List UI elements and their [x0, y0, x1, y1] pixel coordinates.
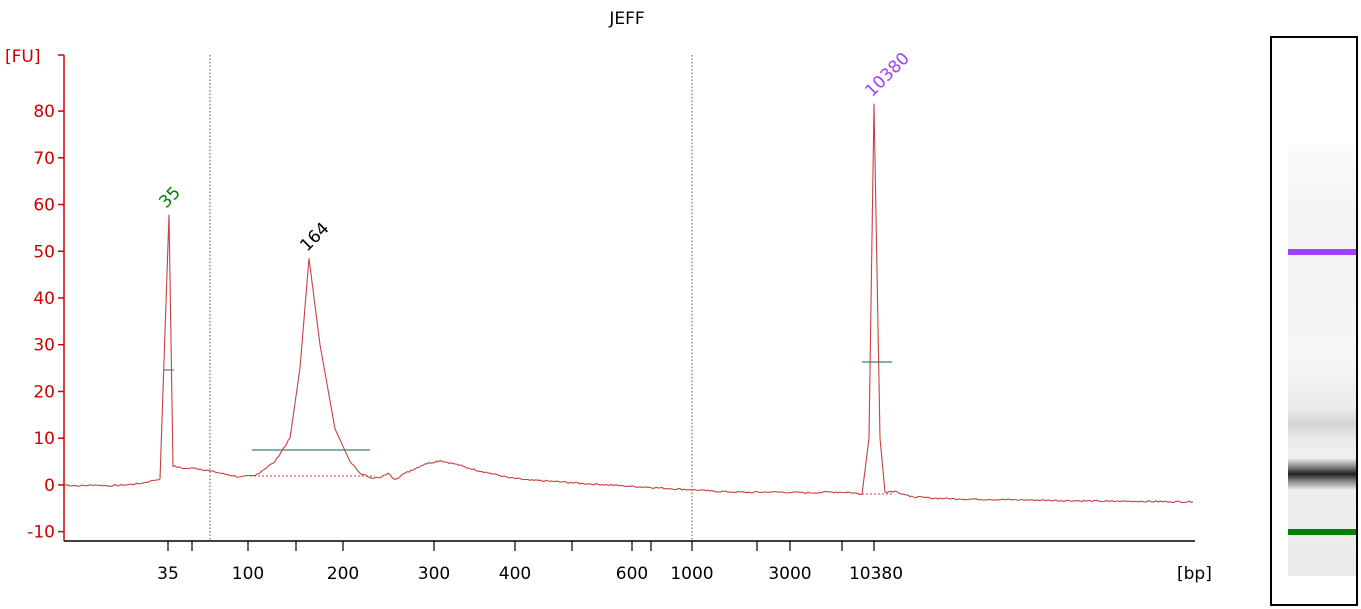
x-tick-label: 100: [232, 564, 264, 584]
y-tick-label: 20: [33, 382, 55, 402]
y-tick-label: 0: [44, 476, 55, 496]
gel-band-35: [1288, 529, 1356, 535]
peak-markers: [164, 361, 893, 495]
y-tick-label: 60: [33, 196, 55, 216]
y-tick-label: 10: [33, 429, 55, 449]
y-tick-label: 50: [33, 242, 55, 262]
chart-title: JEFF: [608, 9, 644, 29]
peak-label-35: 35: [155, 183, 184, 212]
gel-band-164: [1288, 458, 1356, 490]
x-tick-label: 300: [418, 564, 450, 584]
x-tick-label: 3000: [768, 564, 811, 584]
peak-label-164: 164: [296, 219, 333, 256]
x-tick-label: 10380: [849, 564, 903, 584]
gel-band-10380: [1288, 249, 1356, 255]
gel-smear-300: [1288, 408, 1356, 438]
x-tick-label: 200: [327, 564, 359, 584]
gridlines: [209, 55, 693, 541]
y-tick-label: 30: [33, 336, 55, 356]
y-axis-ticks: -10 0 10 20 30 40 50 60 70 80: [27, 102, 64, 543]
y-axis-label: [FU]: [5, 47, 41, 67]
x-axis-ticks: 35 100 200 300 400 600 1000 3000 10380: [157, 541, 903, 584]
y-tick-label: 40: [33, 289, 55, 309]
gel-lane: [1288, 144, 1356, 576]
electropherogram-trace: [63, 103, 1194, 504]
x-tick-label: 35: [157, 564, 179, 584]
gel-image: [1270, 36, 1358, 606]
x-axis-label: [bp]: [1177, 564, 1212, 584]
y-tick-label: -10: [27, 523, 55, 543]
peak-labels: 35 164 10380: [155, 49, 913, 256]
x-tick-label: 600: [616, 564, 648, 584]
y-tick-label: 80: [33, 102, 55, 122]
x-tick-label: 1000: [670, 564, 713, 584]
y-tick-label: 70: [33, 149, 55, 169]
axes: [58, 54, 1195, 542]
x-tick-label: 400: [499, 564, 531, 584]
peak-label-10380: 10380: [861, 49, 913, 101]
electropherogram-chart: JEFF [FU] [bp] -10 0 10 20 30 40 50 60 70 80 35 10…: [5, 9, 1212, 584]
